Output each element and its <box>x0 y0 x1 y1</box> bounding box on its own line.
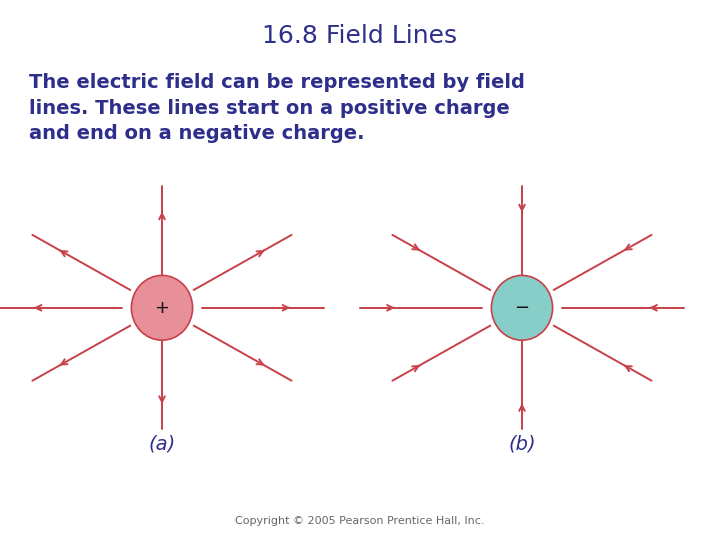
Ellipse shape <box>491 275 553 340</box>
Text: 16.8 Field Lines: 16.8 Field Lines <box>262 24 458 48</box>
Text: Copyright © 2005 Pearson Prentice Hall, Inc.: Copyright © 2005 Pearson Prentice Hall, … <box>235 516 485 526</box>
Text: (b): (b) <box>508 435 536 454</box>
Ellipse shape <box>132 275 193 340</box>
Text: (a): (a) <box>148 435 176 454</box>
Text: +: + <box>155 299 169 317</box>
Text: −: − <box>514 299 530 317</box>
Text: The electric field can be represented by field
lines. These lines start on a pos: The electric field can be represented by… <box>29 73 525 144</box>
